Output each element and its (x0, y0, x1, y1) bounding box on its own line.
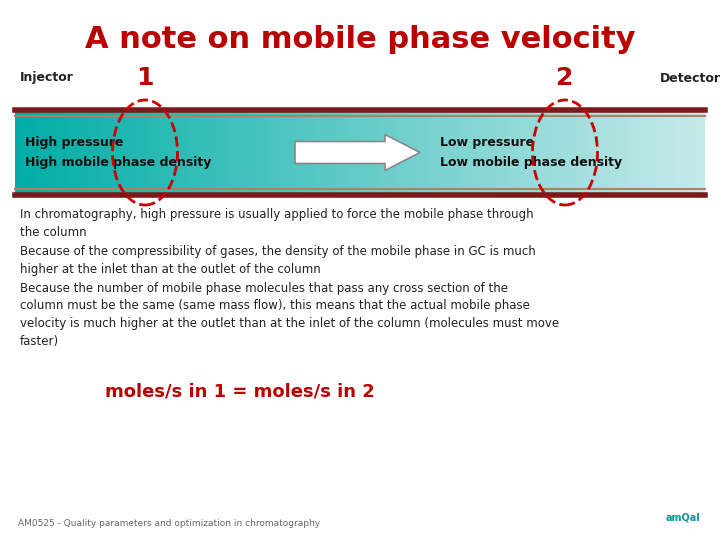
Text: Low mobile phase density: Low mobile phase density (440, 156, 622, 169)
Text: 1: 1 (136, 66, 154, 90)
Text: moles/s in 1 = moles/s in 2: moles/s in 1 = moles/s in 2 (105, 383, 375, 401)
FancyArrow shape (295, 134, 420, 171)
Text: High pressure: High pressure (25, 136, 123, 149)
Text: Injector: Injector (20, 71, 74, 84)
Text: Low pressure: Low pressure (440, 136, 534, 149)
Text: Detector: Detector (660, 71, 720, 84)
Text: AM0525 - Quality parameters and optimization in chromatography: AM0525 - Quality parameters and optimiza… (18, 519, 320, 528)
Text: A note on mobile phase velocity: A note on mobile phase velocity (85, 25, 635, 54)
Text: Because the number of mobile phase molecules that pass any cross section of the
: Because the number of mobile phase molec… (20, 282, 559, 348)
Text: In chromatography, high pressure is usually applied to force the mobile phase th: In chromatography, high pressure is usua… (20, 208, 534, 239)
Text: amQal: amQal (665, 512, 700, 522)
Text: High mobile phase density: High mobile phase density (25, 156, 212, 169)
Text: Because of the compressibility of gases, the density of the mobile phase in GC i: Because of the compressibility of gases,… (20, 245, 536, 275)
Text: 2: 2 (557, 66, 574, 90)
